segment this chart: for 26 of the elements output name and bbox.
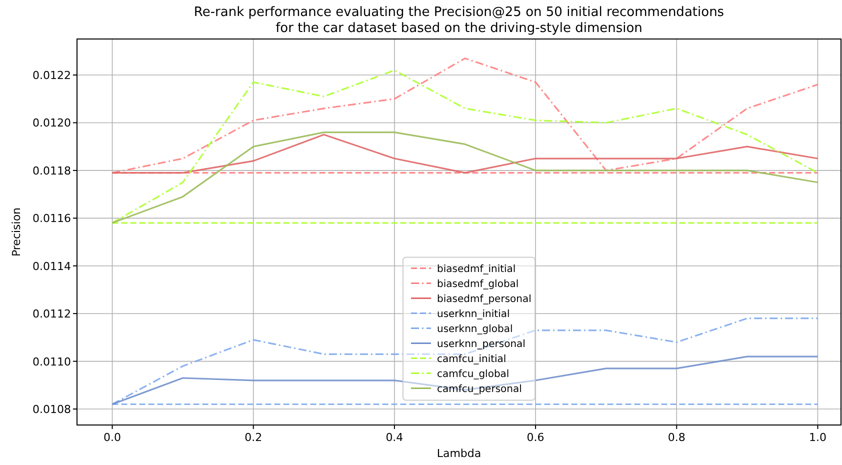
y-tick-label: 0.0108 xyxy=(32,403,71,416)
legend-label: camfcu_global xyxy=(436,369,510,380)
x-tick-label: 0.6 xyxy=(526,431,544,444)
legend-label: userknn_initial xyxy=(436,309,510,320)
x-axis-title: Lambda xyxy=(436,447,482,460)
y-tick-label: 0.0116 xyxy=(32,212,71,226)
legend-label: userknn_personal xyxy=(436,339,526,350)
x-tick-label: 0.0 xyxy=(104,431,122,444)
y-axis-title: Precision xyxy=(10,207,23,257)
y-tick-label: 0.0110 xyxy=(32,355,71,368)
x-tick-label: 0.4 xyxy=(386,431,404,444)
y-tick-label: 0.0114 xyxy=(32,260,71,273)
legend-label: biasedmf_personal xyxy=(436,294,532,306)
y-tick-label: 0.0122 xyxy=(32,69,71,82)
legend-label: camfcu_personal xyxy=(436,384,522,396)
legend-label: camfcu_initial xyxy=(436,354,506,366)
chart-title: Re-rank performance evaluating the Precision@25 on 50 initial recommendations for the car dataset based on the driving-style dimension xyxy=(194,5,724,36)
legend-label: biasedmf_initial xyxy=(436,264,516,276)
y-tick-label: 0.0118 xyxy=(32,164,71,178)
x-tick-label: 1.0 xyxy=(808,431,826,444)
x-tick-label: 0.2 xyxy=(244,431,262,444)
y-tick-label: 0.0112 xyxy=(32,308,71,321)
legend-label: userknn_global xyxy=(436,324,513,336)
x-tick-label: 0.8 xyxy=(668,431,686,444)
y-tick-label: 0.0120 xyxy=(32,116,71,130)
legend-label: biasedmf_global xyxy=(436,279,519,290)
